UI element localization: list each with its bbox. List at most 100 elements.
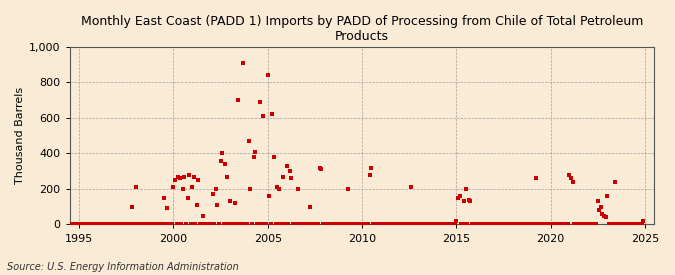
Point xyxy=(127,205,138,209)
Point xyxy=(115,222,126,227)
Point xyxy=(313,222,323,227)
Point xyxy=(275,222,286,227)
Point xyxy=(468,222,479,227)
Point xyxy=(288,222,298,227)
Point xyxy=(236,222,246,227)
Point xyxy=(165,222,176,227)
Point xyxy=(560,222,570,227)
Point xyxy=(363,222,374,227)
Point xyxy=(352,222,362,227)
Point xyxy=(575,222,586,227)
Point xyxy=(630,222,641,227)
Point xyxy=(193,178,204,182)
Point xyxy=(336,222,347,227)
Point xyxy=(322,222,333,227)
Point xyxy=(297,222,308,227)
Title: Monthly East Coast (PADD 1) Imports by PADD of Processing from Chile of Total Pe: Monthly East Coast (PADD 1) Imports by P… xyxy=(81,15,643,43)
Point xyxy=(196,222,207,227)
Point xyxy=(69,222,80,227)
Point xyxy=(173,174,184,179)
Point xyxy=(116,222,127,227)
Point xyxy=(432,222,443,227)
Point xyxy=(155,222,166,227)
Point xyxy=(385,222,396,227)
Point xyxy=(539,222,549,227)
Point xyxy=(541,222,551,227)
Point xyxy=(450,222,460,227)
Point xyxy=(302,222,313,227)
Point xyxy=(309,222,320,227)
Point xyxy=(140,222,151,227)
Point xyxy=(254,100,265,104)
Point xyxy=(174,176,185,180)
Point xyxy=(74,222,84,227)
Point xyxy=(279,222,290,227)
Point xyxy=(82,222,92,227)
Point xyxy=(413,222,424,227)
Point xyxy=(440,222,451,227)
Point xyxy=(485,222,496,227)
Point xyxy=(124,222,135,227)
Point xyxy=(167,222,178,227)
Point xyxy=(340,222,350,227)
Point xyxy=(555,222,566,227)
Point xyxy=(119,222,130,227)
Point xyxy=(479,222,490,227)
Point xyxy=(200,222,211,227)
Point xyxy=(441,222,452,227)
Point xyxy=(111,222,122,227)
Point xyxy=(416,222,427,227)
Point xyxy=(182,196,193,200)
Point xyxy=(347,222,358,227)
Point xyxy=(169,178,180,182)
Point xyxy=(614,222,625,227)
Point xyxy=(83,222,94,227)
Point xyxy=(404,222,414,227)
Point xyxy=(437,222,448,227)
Point xyxy=(303,222,314,227)
Point xyxy=(389,222,400,227)
Point xyxy=(107,222,117,227)
Point xyxy=(360,222,371,227)
Point xyxy=(484,222,495,227)
Point xyxy=(89,222,100,227)
Point xyxy=(414,222,425,227)
Point xyxy=(628,222,639,227)
Point xyxy=(379,222,389,227)
Point xyxy=(638,219,649,223)
Point xyxy=(558,222,568,227)
Point xyxy=(396,222,406,227)
Y-axis label: Thousand Barrels: Thousand Barrels xyxy=(15,87,25,184)
Point xyxy=(483,222,493,227)
Point xyxy=(591,222,601,227)
Point xyxy=(117,222,128,227)
Point xyxy=(108,222,119,227)
Point xyxy=(306,222,317,227)
Point xyxy=(99,222,109,227)
Point xyxy=(187,185,198,189)
Point xyxy=(219,222,230,227)
Point xyxy=(618,222,628,227)
Point xyxy=(92,222,103,227)
Point xyxy=(452,196,463,200)
Point xyxy=(354,222,364,227)
Point xyxy=(283,222,294,227)
Point xyxy=(381,222,392,227)
Point xyxy=(134,222,144,227)
Point xyxy=(328,222,339,227)
Point xyxy=(289,222,300,227)
Point xyxy=(531,176,542,180)
Point xyxy=(493,222,504,227)
Point xyxy=(490,222,501,227)
Point xyxy=(358,222,369,227)
Point xyxy=(316,167,327,172)
Point xyxy=(375,222,386,227)
Point xyxy=(70,222,81,227)
Point xyxy=(215,158,226,163)
Point xyxy=(341,222,352,227)
Point xyxy=(525,222,536,227)
Point xyxy=(548,222,559,227)
Point xyxy=(226,222,237,227)
Point xyxy=(550,222,561,227)
Point xyxy=(171,222,182,227)
